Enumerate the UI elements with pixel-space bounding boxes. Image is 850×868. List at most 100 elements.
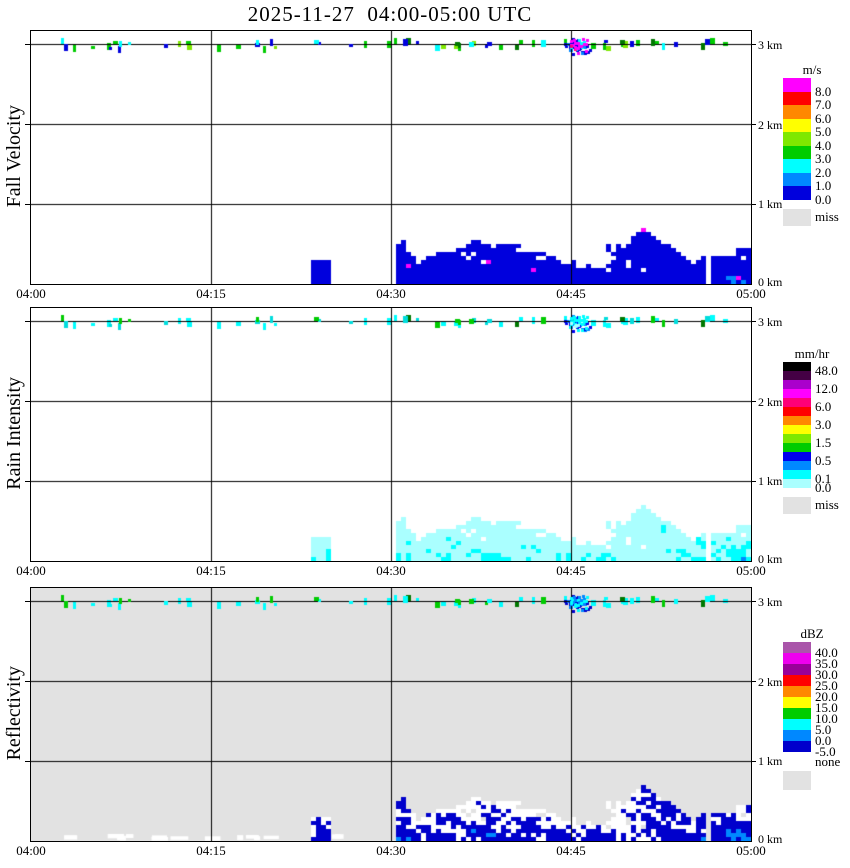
x-tick-label: 04:00 — [16, 843, 46, 858]
x-tick-label: 04:15 — [196, 286, 226, 301]
km-label: 2 km — [758, 395, 783, 409]
rain-intensity-heatmap — [31, 308, 751, 561]
colorbar-band — [783, 416, 811, 425]
axis-tick-left — [25, 401, 30, 402]
colorbar-band — [783, 145, 811, 159]
axis-tick-right — [751, 481, 756, 482]
colorbar-tick-label: 1.5 — [815, 435, 832, 450]
colorbar-band — [783, 719, 811, 730]
colorbar-tick-label: 20.0 — [815, 689, 838, 704]
colorbar-missing-label: miss — [815, 208, 839, 224]
x-tick-label: 04:00 — [16, 286, 46, 301]
km-label: 1 km — [758, 754, 783, 768]
colorbar-tick-label: 8.0 — [815, 83, 832, 99]
km-label: 3 km — [758, 315, 783, 329]
colorbar-tick-label: 10.0 — [815, 711, 838, 726]
colorbar-band — [783, 398, 811, 407]
x-tick-label: 04:30 — [376, 286, 406, 301]
x-tick-label: 04:45 — [556, 563, 586, 578]
y-axis-label-text: Rain Intensity — [2, 377, 25, 490]
y-axis-label-fall-velocity: Fall Velocity — [1, 30, 27, 283]
km-label: 0 km — [758, 275, 783, 289]
x-tick-label: 04:00 — [16, 563, 46, 578]
colorbar-band — [783, 675, 811, 686]
axis-tick-right — [751, 601, 756, 602]
colorbar-tick-label: 6.0 — [815, 399, 832, 414]
colorbar-band — [783, 118, 811, 132]
panel-reflectivity: 04:00 04:15 04:30 04:45 05:00 3 km 2 km 1 km 0 k… — [16, 587, 782, 858]
colorbar-band — [783, 642, 811, 653]
axis-tick-right — [751, 44, 756, 45]
colorbar-tick-label: 0.5 — [815, 453, 832, 468]
colorbar-tick-label: 15.0 — [815, 700, 838, 715]
axis-tick-left — [25, 601, 30, 602]
x-tick-label: 05:00 — [736, 563, 766, 578]
colorbar-tick-label: 48.0 — [815, 363, 838, 378]
x-tick-label: 04:45 — [556, 843, 586, 858]
km-label: 2 km — [758, 118, 783, 132]
colorbar-fall-velocity: m/s 8.0 7.0 6.0 5.0 4.0 3.0 2.0 1.0 0.0 miss — [783, 62, 850, 252]
y-axis-label-reflectivity: Reflectivity — [1, 587, 27, 840]
km-label: 1 km — [758, 197, 783, 211]
x-tick-label: 04:15 — [196, 563, 226, 578]
km-label: 2 km — [758, 675, 783, 689]
colorbar-missing-label: none — [815, 754, 841, 769]
axis-tick-right — [751, 124, 756, 125]
x-tick-label: 05:00 — [736, 843, 766, 858]
colorbar-band — [783, 172, 811, 186]
y-axis-label-rain-intensity: Rain Intensity — [1, 307, 27, 560]
colorbar-band — [783, 461, 811, 470]
colorbar-tick-label: 0.1 — [815, 471, 832, 486]
axis-tick-left — [25, 681, 30, 682]
colorbar-tick-label: 1.0 — [815, 178, 832, 193]
colorbar-reflectivity: dBZ 40.0 35.0 30.0 25.0 20.0 15.0 10.0 5.0 0.0 -5.… — [783, 626, 850, 816]
axis-tick-right — [751, 681, 756, 682]
axis-tick-right — [751, 401, 756, 402]
colorbar-title: dBZ — [800, 626, 824, 641]
axis-tick-left — [25, 761, 30, 762]
colorbar-band — [783, 425, 811, 434]
colorbar-band — [783, 91, 811, 105]
x-tick-label: 04:15 — [196, 843, 226, 858]
colorbar-title: mm/hr — [794, 346, 830, 361]
colorbar-tick-label: 3.0 — [815, 151, 832, 166]
km-label: 0 km — [758, 832, 783, 846]
colorbar-missing-box — [783, 497, 811, 514]
colorbar-tick-label: 6.0 — [815, 110, 832, 126]
colorbar-tick-label: 2.0 — [815, 164, 832, 180]
x-tick-label: 05:00 — [736, 286, 766, 301]
axis-tick-right — [751, 321, 756, 322]
colorbar-band — [783, 697, 811, 708]
colorbar-tick-label: 40.0 — [815, 645, 838, 660]
x-tick-label: 04:30 — [376, 843, 406, 858]
km-label: 3 km — [758, 38, 783, 52]
colorbar-band — [783, 653, 811, 664]
colorbar-band — [783, 686, 811, 697]
colorbar-band — [783, 132, 811, 146]
colorbar-rain-intensity: mm/hr 48.0 12.0 6.0 3.0 1.5 0.5 0.1 0.0 miss — [783, 346, 850, 536]
colorbar-title: m/s — [802, 62, 822, 77]
colorbar-band — [783, 434, 811, 443]
km-label: 1 km — [758, 474, 783, 488]
colorbar-band — [783, 664, 811, 675]
colorbar-band — [783, 470, 811, 479]
colorbar-band — [783, 479, 811, 488]
colorbar-tick-label: 7.0 — [815, 97, 832, 112]
colorbar-tick-label: -5.0 — [815, 744, 836, 759]
colorbar-band — [783, 407, 811, 416]
axis-tick-right — [751, 204, 756, 205]
colorbar-band — [783, 741, 811, 752]
colorbar-tick-label: 5.0 — [815, 124, 832, 139]
colorbar-band — [783, 730, 811, 741]
reflectivity-heatmap — [31, 588, 751, 841]
colorbar-tick-label: 35.0 — [815, 656, 838, 671]
colorbar-missing-box — [783, 208, 811, 226]
colorbar-band — [783, 78, 811, 92]
y-axis-label-text: Reflectivity — [2, 666, 25, 761]
fall-velocity-heatmap — [31, 31, 751, 284]
colorbar-tick-label: 12.0 — [815, 381, 838, 396]
axis-tick-left — [25, 124, 30, 125]
colorbar-band — [783, 708, 811, 719]
colorbar-band — [783, 159, 811, 173]
